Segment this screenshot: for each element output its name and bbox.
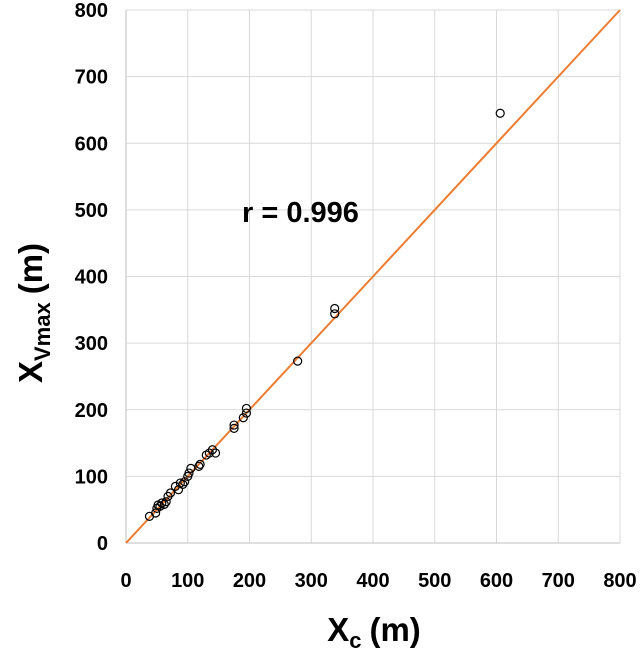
x-axis-title-subscript: c	[349, 628, 361, 653]
y-tick-label: 800	[75, 0, 108, 22]
correlation-annotation: r = 0.996	[242, 197, 359, 229]
y-tick-label: 300	[75, 333, 108, 355]
x-tick-label: 600	[480, 570, 513, 592]
data-point	[210, 448, 221, 458]
y-axis-title: XVmax (m)	[12, 243, 55, 383]
data-point	[330, 309, 340, 319]
data-point	[194, 461, 204, 471]
data-point	[161, 497, 171, 507]
y-tick-label: 0	[97, 533, 108, 555]
y-axis-title-unit: (m)	[12, 243, 49, 294]
data-point	[495, 108, 505, 118]
y-tick-label: 600	[75, 133, 108, 155]
x-tick-label: 800	[603, 570, 636, 592]
data-point	[195, 459, 205, 469]
x-axis-title-main: X	[327, 611, 349, 648]
data-point	[229, 423, 239, 434]
data-point	[159, 499, 169, 509]
data-point	[151, 508, 161, 518]
x-tick-label: 100	[171, 570, 204, 592]
x-tick-label: 200	[233, 570, 266, 592]
x-tick-labels: 0 100 200 300 400 500 600 700 800	[120, 570, 636, 592]
data-point	[330, 303, 340, 314]
data-points	[144, 108, 505, 521]
x-tick-label: 300	[295, 570, 328, 592]
y-tick-label: 700	[75, 67, 108, 89]
x-axis-title: Xc (m)	[327, 611, 421, 653]
y-tick-label: 400	[75, 267, 108, 289]
data-point	[184, 468, 194, 478]
data-point	[241, 403, 252, 414]
data-point	[165, 488, 176, 498]
data-point	[241, 408, 252, 418]
data-point	[229, 420, 239, 430]
x-tick-label: 400	[356, 570, 389, 592]
y-axis-title-main: X	[12, 361, 49, 383]
x-tick-label: 700	[542, 570, 575, 592]
x-tick-label: 500	[418, 570, 451, 592]
y-tick-label: 100	[75, 466, 108, 488]
data-point	[178, 479, 188, 489]
y-tick-labels: 0 100 200 300 400 500 600 700 800	[75, 0, 108, 555]
fit-line	[125, 9, 621, 544]
x-axis-title-unit: (m)	[369, 611, 420, 648]
y-axis-title-subscript: Vmax	[30, 302, 55, 361]
data-point	[293, 356, 303, 366]
data-point	[180, 477, 190, 487]
y-tick-label: 500	[75, 200, 108, 222]
x-tick-label: 0	[120, 570, 131, 592]
data-point	[238, 413, 248, 423]
y-tick-label: 200	[75, 400, 108, 422]
